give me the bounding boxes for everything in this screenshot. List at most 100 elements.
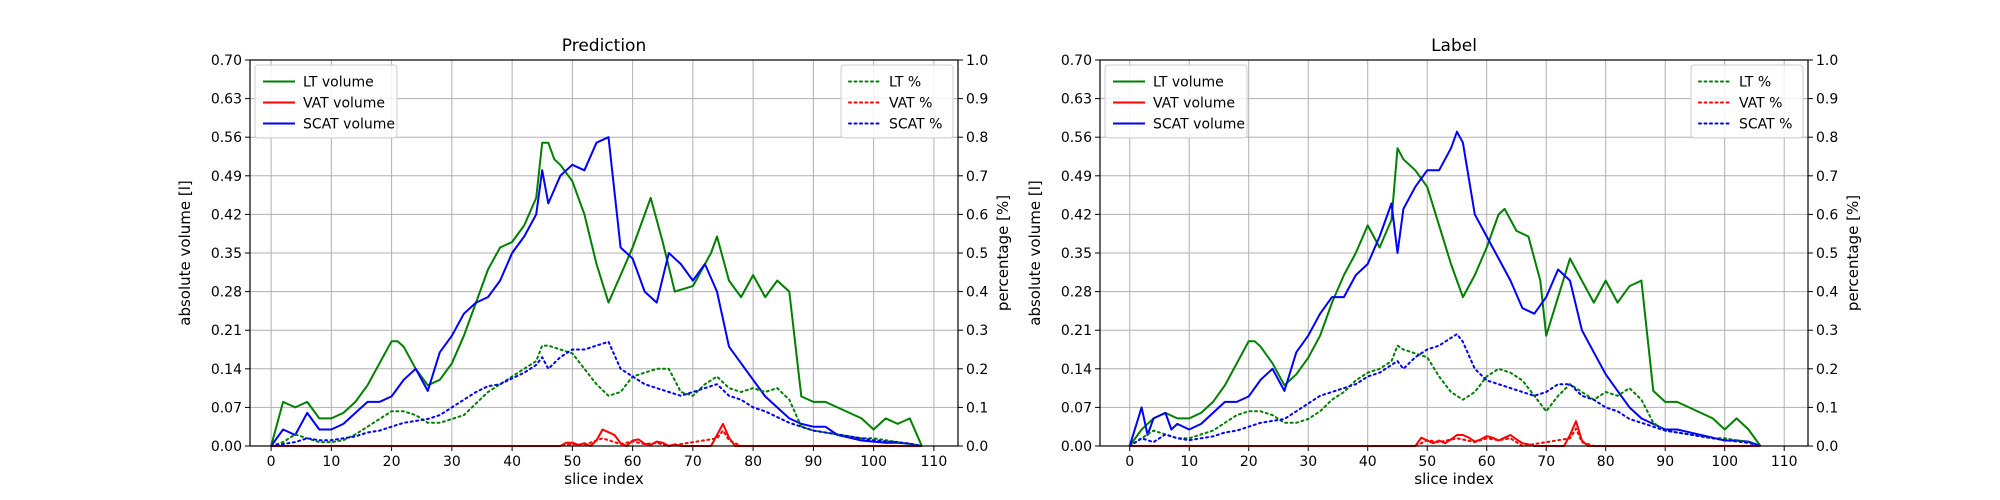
y-tick-label: 0.42 xyxy=(211,207,242,223)
series-line-lt-volume xyxy=(270,141,923,447)
y-tick-label: 0.07 xyxy=(211,400,242,416)
legend-label: LT % xyxy=(1739,75,1771,91)
y2-tick-label: 0.7 xyxy=(1816,169,1838,185)
series-line-lt xyxy=(270,344,923,447)
legend-label: LT volume xyxy=(303,75,374,91)
series-line-lt-volume xyxy=(1128,147,1762,447)
y-tick-label: 0.00 xyxy=(1061,439,1092,455)
series-line-scat xyxy=(270,340,923,447)
y2-axis-label: percentage [%] xyxy=(994,195,1012,311)
x-tick-label: 100 xyxy=(1711,454,1738,470)
y-tick-label: 0.63 xyxy=(211,92,242,108)
x-tick-label: 110 xyxy=(921,454,948,470)
y2-tick-label: 0.9 xyxy=(966,92,988,108)
series-line-vat xyxy=(270,429,923,447)
y2-tick-label: 0.8 xyxy=(966,130,988,146)
x-tick-label: 60 xyxy=(1478,454,1496,470)
y-tick-label: 0.42 xyxy=(1061,207,1092,223)
y2-tick-label: 0.1 xyxy=(1816,400,1838,416)
y-tick-label: 0.14 xyxy=(211,362,242,378)
plot-frame xyxy=(1099,59,1809,447)
legend-label: SCAT volume xyxy=(1153,117,1245,133)
chart-title: Prediction xyxy=(562,36,646,56)
y2-tick-label: 0.4 xyxy=(1816,285,1838,301)
x-tick-label: 60 xyxy=(624,454,642,470)
series-line-scat-volume xyxy=(270,136,922,447)
x-axis-label: slice index xyxy=(1414,470,1494,488)
chart-panel-1: 0 10 20 30 40 50 60 70 80 90 100 110 0.00 0.07 0.14 0.2… xyxy=(1026,36,1862,488)
y-tick-label: 0.21 xyxy=(211,323,242,339)
legend-left: LT volume VAT volume SCAT volume xyxy=(254,64,398,139)
y2-tick-label: 0.6 xyxy=(1816,207,1838,223)
legend-label: SCAT % xyxy=(1739,117,1792,133)
x-tick-label: 50 xyxy=(563,454,581,470)
x-tick-label: 90 xyxy=(804,454,822,470)
y-axis-label: absolute volume [l] xyxy=(176,180,194,325)
y2-tick-label: 0.5 xyxy=(966,246,988,262)
x-tick-label: 80 xyxy=(744,454,762,470)
y2-tick-label: 0.0 xyxy=(1816,439,1838,455)
legend-label: VAT % xyxy=(1739,96,1782,112)
y-tick-label: 0.56 xyxy=(1061,130,1092,146)
y-tick-label: 0.63 xyxy=(1061,92,1092,108)
x-tick-label: 80 xyxy=(1597,454,1615,470)
y2-tick-label: 0.3 xyxy=(1816,323,1838,339)
legend-box xyxy=(1104,64,1248,139)
legend-box xyxy=(254,64,398,139)
y2-tick-label: 0.5 xyxy=(1816,246,1838,262)
x-tick-label: 110 xyxy=(1771,454,1798,470)
legend-box xyxy=(840,64,954,139)
y2-axis-label: percentage [%] xyxy=(1844,195,1862,311)
legend-label: LT % xyxy=(889,75,921,91)
series-line-scat xyxy=(1128,333,1762,447)
y-tick-label: 0.28 xyxy=(211,285,242,301)
x-tick-label: 0 xyxy=(1125,454,1134,470)
y2-tick-label: 0.2 xyxy=(1816,362,1838,378)
x-tick-label: 10 xyxy=(1180,454,1198,470)
x-tick-label: 100 xyxy=(860,454,887,470)
x-tick-label: 70 xyxy=(684,454,702,470)
x-tick-label: 70 xyxy=(1537,454,1555,470)
y-tick-label: 0.49 xyxy=(211,169,242,185)
legend-label: VAT % xyxy=(889,96,932,112)
y2-tick-label: 0.1 xyxy=(966,400,988,416)
legend-label: SCAT volume xyxy=(303,117,395,133)
x-axis-label: slice index xyxy=(564,470,644,488)
y-tick-label: 0.35 xyxy=(1061,246,1092,262)
series-line-vat xyxy=(1128,427,1762,447)
chart-panel-0: 0 10 20 30 40 50 60 70 80 90 100 110 0.00 0.07 0.14 0.2… xyxy=(176,36,1012,488)
legend-label: VAT volume xyxy=(1153,96,1235,112)
x-tick-label: 40 xyxy=(1359,454,1377,470)
x-tick-label: 0 xyxy=(267,454,276,470)
x-tick-label: 40 xyxy=(503,454,521,470)
y-axis-label: absolute volume [l] xyxy=(1026,180,1044,325)
legend-right: LT % VAT % SCAT % xyxy=(840,64,954,139)
legend-box xyxy=(1690,64,1804,139)
y-tick-label: 0.56 xyxy=(211,130,242,146)
x-tick-label: 30 xyxy=(443,454,461,470)
chart-title: Label xyxy=(1431,36,1477,56)
plot-frame xyxy=(249,59,959,447)
x-tick-label: 90 xyxy=(1656,454,1674,470)
y-tick-label: 0.28 xyxy=(1061,285,1092,301)
series-line-vat-volume xyxy=(271,422,922,447)
y-tick-label: 0.07 xyxy=(1061,400,1092,416)
legend-label: LT volume xyxy=(1153,75,1224,91)
series-line-scat-volume xyxy=(1128,130,1761,447)
y-tick-label: 0.00 xyxy=(211,439,242,455)
y2-tick-label: 0.0 xyxy=(966,439,988,455)
y2-tick-label: 0.6 xyxy=(966,207,988,223)
y2-tick-label: 0.2 xyxy=(966,362,988,378)
x-tick-label: 20 xyxy=(383,454,401,470)
legend-label: VAT volume xyxy=(303,96,385,112)
y-tick-label: 0.21 xyxy=(1061,323,1092,339)
y-tick-label: 0.35 xyxy=(211,246,242,262)
y-tick-label: 0.49 xyxy=(1061,169,1092,185)
y-tick-label: 0.70 xyxy=(211,53,242,69)
legend-right: LT % VAT % SCAT % xyxy=(1690,64,1804,139)
x-tick-label: 50 xyxy=(1418,454,1436,470)
y2-tick-label: 0.7 xyxy=(966,169,988,185)
y-tick-label: 0.70 xyxy=(1061,53,1092,69)
y2-tick-label: 0.9 xyxy=(1816,92,1838,108)
